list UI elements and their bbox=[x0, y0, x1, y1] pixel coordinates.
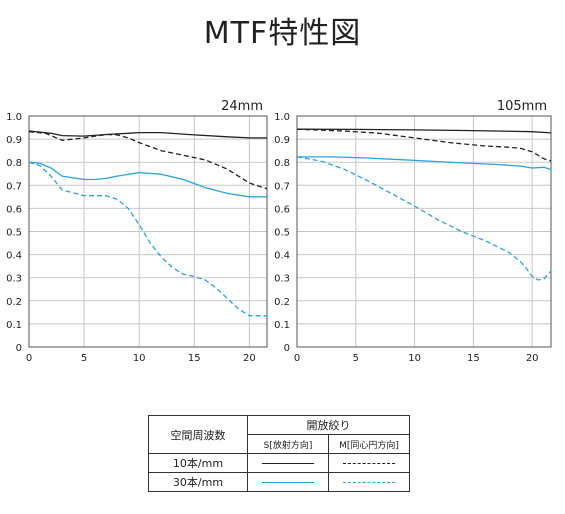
legend-col-meridional: M[同心円方向] bbox=[328, 434, 410, 454]
series-line-30S bbox=[297, 156, 552, 171]
series-line-30M bbox=[296, 156, 552, 281]
dashed-black-line-icon bbox=[343, 463, 395, 464]
y-tick-label: 0.1 bbox=[6, 320, 22, 331]
y-tick-label: 0.8 bbox=[274, 158, 290, 169]
y-tick-label: 0.1 bbox=[274, 320, 290, 331]
dashed-blue-line-icon bbox=[343, 482, 395, 483]
x-tick-label: 20 bbox=[243, 353, 256, 364]
series-line-10M bbox=[296, 128, 552, 162]
legend-header-frequency: 空間周波数 bbox=[148, 415, 248, 454]
chart-title: 105mm bbox=[497, 99, 547, 114]
y-tick-label: 0.3 bbox=[6, 274, 22, 285]
series-line-10M bbox=[28, 131, 268, 190]
legend-row-30: 30本/mm bbox=[148, 472, 248, 492]
solid-black-line-icon bbox=[262, 463, 314, 464]
chart-title: 24mm bbox=[221, 99, 263, 114]
legend-col-sagittal: S[放射方向] bbox=[247, 434, 329, 454]
solid-blue-line-icon bbox=[262, 482, 314, 483]
y-tick-label: 0.8 bbox=[6, 158, 22, 169]
chart-1: 0 0.1 0.2 0.3 0.4 0.5 0.6 0.7 0.8 0.9 1.0 0 5 10 15 20 1… bbox=[274, 99, 552, 364]
plot-frame bbox=[28, 115, 268, 348]
y-tick-label: 0.4 bbox=[6, 251, 22, 262]
x-tick-label: 10 bbox=[408, 353, 421, 364]
x-tick-label: 5 bbox=[353, 353, 359, 364]
y-tick-label: 0.9 bbox=[274, 135, 290, 146]
y-tick-label: 0.4 bbox=[274, 251, 290, 262]
y-tick-label: 0.7 bbox=[274, 181, 290, 192]
series-line-10S bbox=[296, 128, 552, 134]
chart-0: 0 0.1 0.2 0.3 0.4 0.5 0.6 0.7 0.8 0.9 1.0 0 5 10 15 20 2… bbox=[6, 99, 268, 364]
y-tick-label: 0 bbox=[16, 343, 22, 354]
legend-sample-30-s bbox=[247, 472, 329, 492]
series-line-30M bbox=[28, 161, 267, 317]
x-tick-label: 20 bbox=[526, 353, 539, 364]
x-tick-label: 0 bbox=[26, 353, 32, 364]
series-line-10S bbox=[28, 130, 267, 139]
page-title: MTF特性図 bbox=[203, 16, 362, 51]
y-tick-label: 1.0 bbox=[274, 112, 290, 123]
y-tick-label: 0.2 bbox=[6, 297, 22, 308]
x-tick-label: 15 bbox=[188, 353, 201, 364]
y-tick-label: 0.5 bbox=[274, 228, 290, 239]
legend-row-10: 10本/mm bbox=[148, 453, 248, 473]
x-tick-label: 15 bbox=[467, 353, 480, 364]
legend-header-aperture: 開放絞り bbox=[247, 415, 410, 435]
y-tick-label: 0.9 bbox=[6, 135, 22, 146]
x-tick-label: 0 bbox=[294, 353, 300, 364]
y-tick-label: 0.5 bbox=[6, 228, 22, 239]
y-tick-label: 0.2 bbox=[274, 297, 290, 308]
y-tick-label: 0.6 bbox=[274, 204, 290, 215]
legend-sample-10-s bbox=[247, 453, 329, 473]
series-line-30S bbox=[28, 161, 267, 198]
legend-table: 空間周波数 開放絞り S[放射方向] M[同心円方向] 10本/mm 30本/m… bbox=[148, 415, 410, 492]
y-tick-label: 0.6 bbox=[6, 204, 22, 215]
legend-sample-30-m bbox=[328, 472, 410, 492]
mtf-charts: 0 0.1 0.2 0.3 0.4 0.5 0.6 0.7 0.8 0.9 1.0 0 5 10 15 20 2… bbox=[6, 99, 552, 364]
y-tick-label: 0 bbox=[284, 343, 290, 354]
y-tick-label: 1.0 bbox=[6, 112, 22, 123]
x-tick-label: 5 bbox=[81, 353, 87, 364]
y-tick-label: 0.7 bbox=[6, 181, 22, 192]
x-tick-label: 10 bbox=[133, 353, 146, 364]
legend-sample-10-m bbox=[328, 453, 410, 473]
plot-frame bbox=[296, 115, 552, 348]
y-tick-label: 0.3 bbox=[274, 274, 290, 285]
